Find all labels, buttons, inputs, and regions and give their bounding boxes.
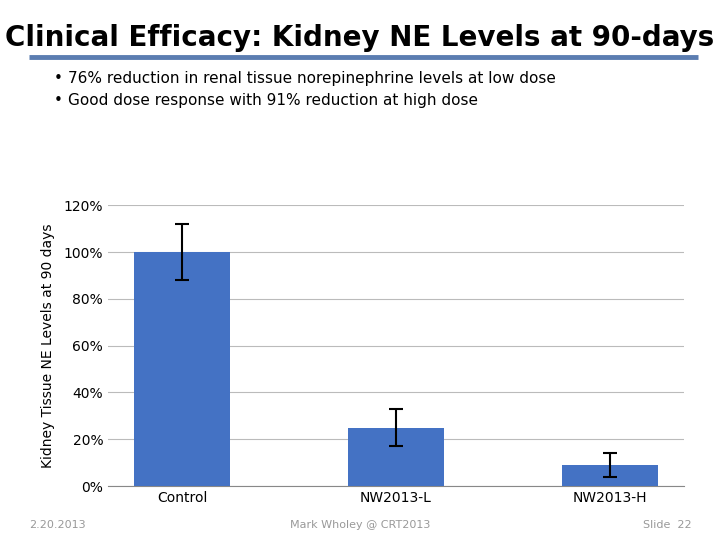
Text: Mark Wholey @ CRT2013: Mark Wholey @ CRT2013	[290, 520, 430, 530]
Text: •: •	[54, 93, 63, 108]
Text: 2.20.2013: 2.20.2013	[29, 520, 86, 530]
Text: Slide  22: Slide 22	[642, 520, 691, 530]
Text: 76% reduction in renal tissue norepinephrine levels at low dose: 76% reduction in renal tissue norepineph…	[68, 71, 557, 86]
Bar	[562, 465, 658, 486]
Bar	[134, 252, 230, 486]
Bar	[348, 428, 444, 486]
Y-axis label: Kidney Tissue NE Levels at 90 days: Kidney Tissue NE Levels at 90 days	[41, 224, 55, 468]
Text: •: •	[54, 71, 63, 86]
Text: Good dose response with 91% reduction at high dose: Good dose response with 91% reduction at…	[68, 93, 478, 108]
Text: Clinical Efficacy: Kidney NE Levels at 90-days: Clinical Efficacy: Kidney NE Levels at 9…	[5, 24, 715, 52]
